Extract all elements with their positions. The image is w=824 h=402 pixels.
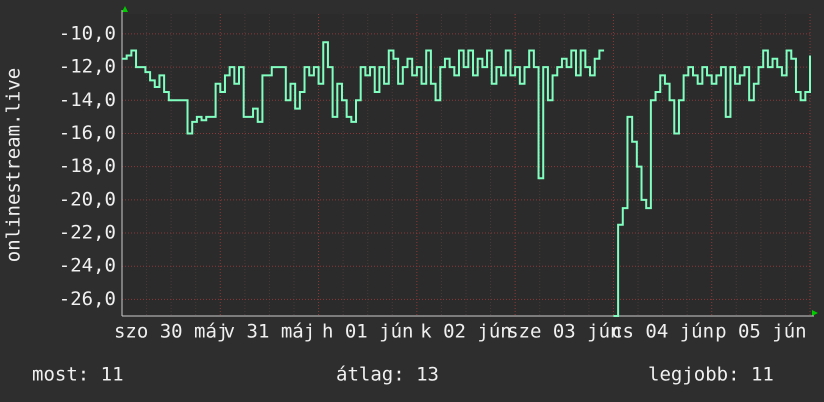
x-tick-label: p 05 jún [715,321,807,343]
x-tick-label: cs 04 jún [611,321,714,343]
x-tick-label: sze 03 jún [507,321,621,343]
x-tick-label: szo 30 máj [114,321,228,343]
y-tick-label: -24,0 [59,255,116,277]
y-tick-label: -14,0 [59,89,116,111]
data-line [122,41,811,317]
y-tick-label: -20,0 [59,188,116,210]
y-tick-label: -16,0 [59,122,116,144]
y-tick-label: -18,0 [59,155,116,177]
legend-stat: most: 11 [32,364,124,386]
axis-arrow [122,6,128,12]
axis-arrow [812,310,818,316]
x-tick-label: v 31 máj [224,321,316,343]
y-tick-label: -10,0 [59,22,116,44]
y-tick-label: -26,0 [59,288,116,310]
x-tick-label: k 02 jún [420,321,512,343]
legend-stat: legjobb: 11 [648,364,774,386]
y-axis-label: onlinestream.live [3,68,25,262]
legend-stat: átlag: 13 [336,364,439,386]
x-tick-label: h 01 jún [322,321,414,343]
y-tick-label: -22,0 [59,222,116,244]
y-tick-label: -12,0 [59,56,116,78]
